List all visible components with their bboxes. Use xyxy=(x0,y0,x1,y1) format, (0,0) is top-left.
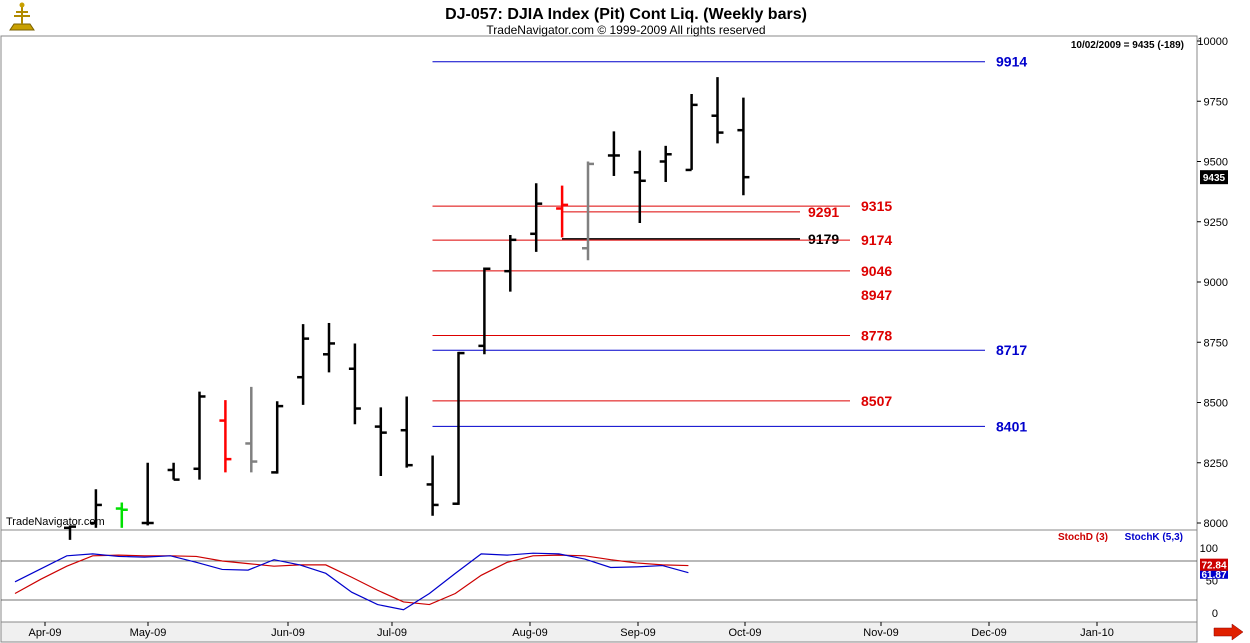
date-axis-label: Jun-09 xyxy=(271,627,305,639)
date-axis-label: Oct-09 xyxy=(728,627,761,639)
level-label: 8507 xyxy=(861,393,892,409)
stoch-d-legend: StochD (3) xyxy=(1058,532,1108,543)
price-bar xyxy=(556,185,569,238)
level-label: 8947 xyxy=(861,287,892,303)
stoch-k-legend: StochK (5,3) xyxy=(1125,532,1183,543)
price-axis-label: 9000 xyxy=(1204,277,1228,289)
price-bar xyxy=(219,400,232,473)
level-label: 9315 xyxy=(861,198,892,214)
price-bar xyxy=(504,235,517,292)
price-bar xyxy=(452,351,465,505)
stoch-d-value-box xyxy=(1200,558,1228,572)
price-axis-label: 8750 xyxy=(1204,337,1228,349)
price-bar xyxy=(245,386,258,473)
date-axis-label: Aug-09 xyxy=(512,627,547,639)
last-price-label: 9435 xyxy=(1203,173,1226,184)
price-bar xyxy=(115,502,128,528)
stoch-panel-frame xyxy=(0,529,1198,623)
price-bar xyxy=(633,150,646,223)
date-axis-label: Apr-09 xyxy=(28,627,61,639)
price-bar xyxy=(478,267,491,355)
stoch-series-line xyxy=(14,554,689,606)
price-bar xyxy=(297,324,310,405)
price-bar xyxy=(64,525,76,540)
level-label: 8717 xyxy=(996,342,1027,358)
price-axis-label: 9500 xyxy=(1204,157,1228,169)
stoch-series-line xyxy=(14,552,689,611)
price-bar xyxy=(582,161,594,261)
price-axis-label: 9250 xyxy=(1204,217,1228,229)
chart-subtitle: TradeNavigator.com © 1999-2009 All right… xyxy=(486,23,765,37)
level-label: 9179 xyxy=(808,231,839,247)
level-label: 9046 xyxy=(861,263,892,279)
price-axis-label: 8500 xyxy=(1204,398,1228,410)
price-axis-label: 10000 xyxy=(1197,36,1228,48)
stoch-k-value-box xyxy=(1200,570,1228,579)
price-bar xyxy=(737,97,750,196)
stoch-axis-label: 100 xyxy=(1200,543,1218,555)
watermark-label: TradeNavigator.com xyxy=(6,516,105,528)
last-price-box xyxy=(1200,170,1228,185)
price-bar xyxy=(348,343,361,425)
date-axis-label: Jul-09 xyxy=(377,627,407,639)
price-bar xyxy=(141,462,154,526)
price-bar xyxy=(400,396,413,468)
price-bar xyxy=(374,407,387,477)
stoch-d-value: 72.84 xyxy=(1201,561,1226,572)
trade-navigator-logo-icon[interactable] xyxy=(9,2,35,31)
date-axis-frame xyxy=(0,621,1198,643)
stoch-axis-label: 0 xyxy=(1212,608,1218,620)
date-axis-label: Dec-09 xyxy=(971,627,1006,639)
date-axis-label: Sep-09 xyxy=(620,627,655,639)
price-bar xyxy=(323,322,335,373)
price-axis-label: 8000 xyxy=(1204,518,1228,530)
price-bar xyxy=(167,462,180,481)
level-label: 9174 xyxy=(861,232,892,248)
price-axis-label: 8250 xyxy=(1204,458,1228,470)
date-axis-label: Jan-10 xyxy=(1080,627,1114,639)
price-bar xyxy=(271,401,284,474)
price-bar xyxy=(607,131,620,176)
level-label: 8401 xyxy=(996,418,1027,434)
price-axis-label: 9750 xyxy=(1204,96,1228,108)
price-bar xyxy=(530,183,543,252)
last-quote-label: 10/02/2009 = 9435 (-189) xyxy=(1071,40,1184,51)
price-bar xyxy=(193,391,206,480)
chart-title: DJ-057: DJIA Index (Pit) Cont Liq. (Week… xyxy=(445,6,807,23)
stoch-k-value: 61.87 xyxy=(1201,570,1226,581)
level-label: 9291 xyxy=(808,204,839,220)
price-bar xyxy=(685,94,698,172)
level-label: 9914 xyxy=(996,54,1027,70)
price-bar xyxy=(711,77,724,144)
price-panel-frame xyxy=(0,35,1198,531)
scroll-right-arrow-icon[interactable] xyxy=(1213,623,1244,641)
date-axis-label: Nov-09 xyxy=(863,627,898,639)
date-axis-label: May-09 xyxy=(130,627,167,639)
price-bar xyxy=(426,455,439,516)
price-bar xyxy=(659,145,672,182)
price-bar xyxy=(89,489,102,528)
level-label: 8778 xyxy=(861,328,892,344)
